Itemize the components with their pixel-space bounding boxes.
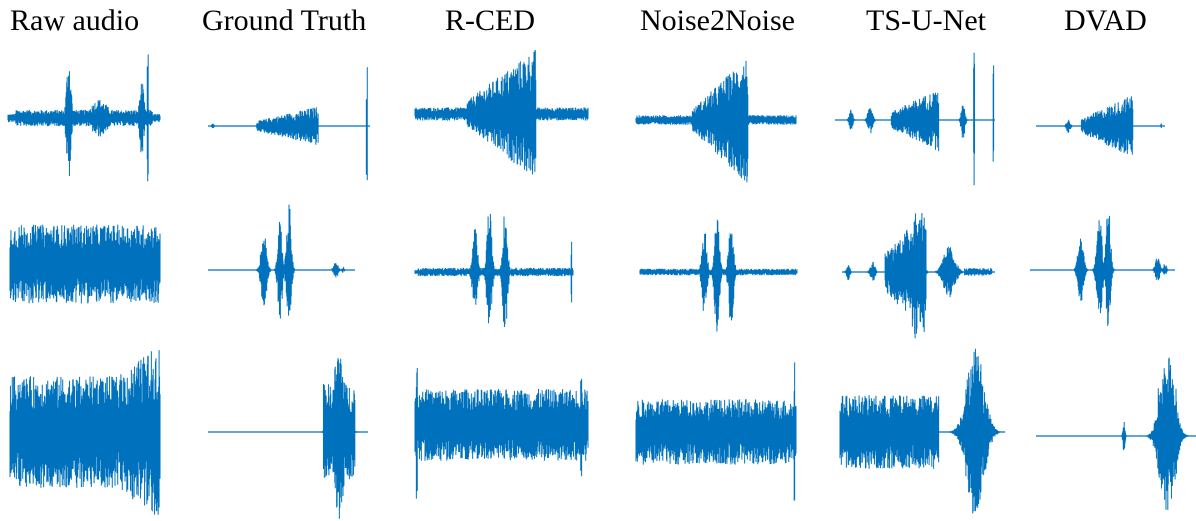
waveform-trace bbox=[1120, 357, 1194, 510]
waveform-trace bbox=[845, 52, 995, 186]
waveform-panel bbox=[208, 358, 368, 519]
waveform-trace bbox=[842, 213, 993, 339]
waveform-trace bbox=[414, 368, 589, 499]
waveform-trace bbox=[7, 54, 161, 182]
waveform-trace bbox=[414, 50, 589, 175]
waveform-panel bbox=[1036, 96, 1165, 155]
waveform-trace bbox=[1062, 96, 1162, 155]
waveform-trace bbox=[317, 358, 361, 519]
waveform-panel bbox=[414, 368, 589, 499]
waveform-panel bbox=[1030, 215, 1175, 326]
waveform-trace bbox=[1071, 215, 1171, 326]
waveform-panel bbox=[9, 350, 161, 515]
waveform-trace bbox=[635, 362, 797, 501]
waveform-panel bbox=[635, 362, 797, 501]
waveform-panel bbox=[414, 50, 589, 175]
waveform-trace bbox=[414, 213, 574, 327]
waveform-panel bbox=[208, 204, 355, 319]
column-title-r-ced: R-CED bbox=[445, 4, 535, 37]
waveform-trace bbox=[635, 60, 797, 183]
waveform-panel bbox=[635, 60, 797, 183]
waveform-trace bbox=[839, 348, 1006, 514]
waveform-trace bbox=[9, 350, 161, 515]
waveform-panel bbox=[839, 348, 1006, 514]
waveform-panel bbox=[414, 213, 574, 327]
waveform-trace bbox=[9, 224, 161, 304]
column-title-ts-u-net: TS-U-Net bbox=[866, 4, 986, 37]
column-title-dvad: DVAD bbox=[1064, 4, 1147, 37]
column-title-ground-truth: Ground Truth bbox=[202, 4, 367, 37]
column-title-raw-audio: Raw audio bbox=[10, 4, 140, 37]
waveform-panel bbox=[9, 224, 161, 304]
waveform-trace bbox=[254, 204, 347, 319]
waveform-trace bbox=[209, 67, 368, 181]
waveform-panel bbox=[639, 219, 798, 332]
waveform-panel bbox=[1036, 357, 1196, 510]
waveform-panel bbox=[842, 213, 995, 339]
waveform-trace bbox=[639, 219, 798, 332]
waveform-panel bbox=[835, 52, 995, 186]
waveform-panel bbox=[7, 54, 161, 182]
column-title-noise2noise: Noise2Noise bbox=[640, 4, 795, 37]
waveform-panel bbox=[208, 67, 370, 181]
